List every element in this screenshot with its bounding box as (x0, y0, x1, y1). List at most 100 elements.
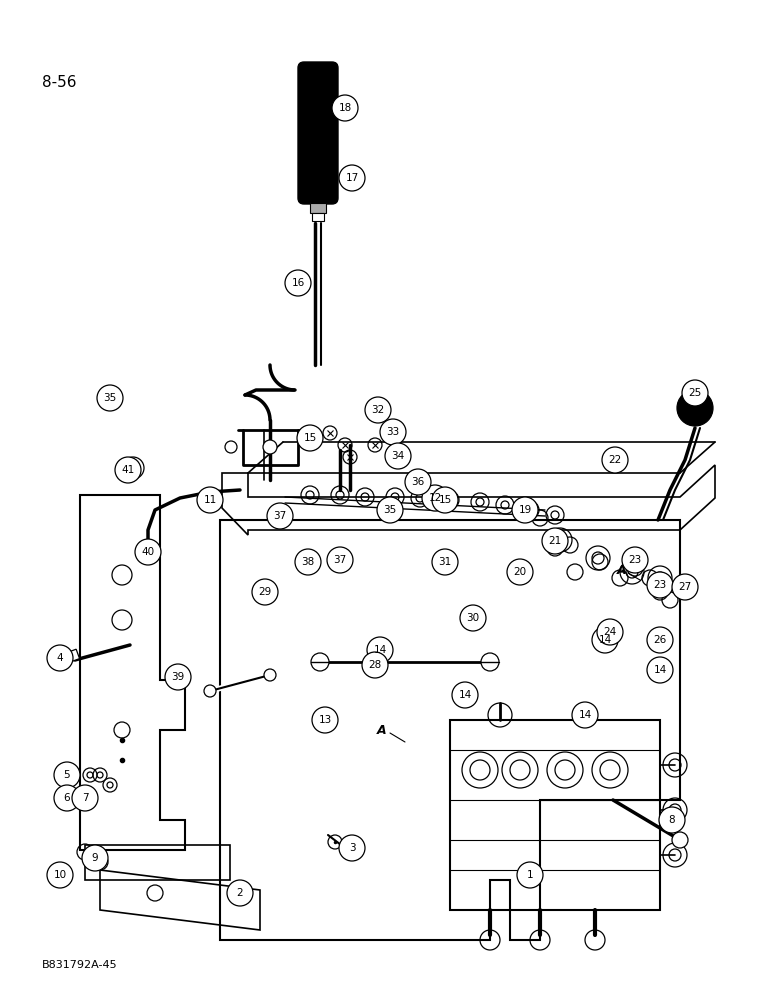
Circle shape (682, 380, 708, 406)
Text: 31: 31 (438, 557, 452, 567)
Text: 27: 27 (679, 582, 692, 592)
Circle shape (367, 637, 393, 663)
Text: 6: 6 (63, 793, 70, 803)
Circle shape (647, 572, 673, 598)
Text: 20: 20 (513, 567, 527, 577)
Circle shape (332, 95, 358, 121)
Text: 10: 10 (53, 870, 66, 880)
Text: 35: 35 (384, 505, 397, 515)
Circle shape (225, 441, 237, 453)
Text: 38: 38 (301, 557, 315, 567)
Text: 5: 5 (63, 770, 70, 780)
Bar (312, 213, 324, 221)
Circle shape (507, 559, 533, 585)
Circle shape (263, 440, 277, 454)
Text: 14: 14 (653, 665, 667, 675)
Text: 11: 11 (203, 495, 217, 505)
Circle shape (165, 664, 191, 690)
Circle shape (677, 390, 713, 426)
Circle shape (647, 627, 673, 653)
Text: 15: 15 (438, 495, 452, 505)
Text: 23: 23 (628, 555, 642, 565)
Circle shape (542, 528, 568, 554)
Text: 2: 2 (237, 888, 243, 898)
Circle shape (82, 845, 108, 871)
Text: 14: 14 (459, 690, 472, 700)
Text: 37: 37 (334, 555, 347, 565)
Text: 35: 35 (103, 393, 117, 403)
Circle shape (227, 880, 253, 906)
Circle shape (512, 497, 538, 523)
Circle shape (597, 619, 623, 645)
Circle shape (72, 785, 98, 811)
Text: 37: 37 (273, 511, 286, 521)
Text: 8-56: 8-56 (42, 75, 76, 90)
Text: 36: 36 (411, 477, 425, 487)
Bar (450, 720, 660, 910)
Circle shape (405, 469, 431, 495)
Text: 34: 34 (391, 451, 405, 461)
Circle shape (267, 503, 293, 529)
Circle shape (297, 425, 323, 451)
Text: 24: 24 (604, 627, 617, 637)
Circle shape (622, 547, 648, 573)
Text: 23: 23 (653, 580, 667, 590)
Text: A: A (617, 564, 627, 576)
Circle shape (47, 645, 73, 671)
Circle shape (647, 657, 673, 683)
Text: 16: 16 (291, 278, 305, 288)
Bar (310, 203, 326, 213)
Text: 29: 29 (259, 587, 272, 597)
Circle shape (385, 443, 411, 469)
Text: 33: 33 (386, 427, 400, 437)
Text: 25: 25 (689, 388, 702, 398)
Text: 26: 26 (653, 635, 667, 645)
Circle shape (295, 549, 321, 575)
Text: 30: 30 (466, 613, 479, 623)
Circle shape (432, 487, 458, 513)
Circle shape (422, 485, 448, 511)
Text: 3: 3 (349, 843, 355, 853)
Text: 21: 21 (548, 536, 561, 546)
Text: 8: 8 (669, 815, 676, 825)
Text: 15: 15 (303, 433, 317, 443)
Circle shape (602, 447, 628, 473)
Text: 18: 18 (338, 103, 351, 113)
Text: 1: 1 (527, 870, 533, 880)
Circle shape (452, 682, 478, 708)
Bar (63, 649, 80, 663)
Circle shape (365, 397, 391, 423)
Circle shape (659, 807, 685, 833)
Circle shape (115, 457, 141, 483)
FancyBboxPatch shape (298, 62, 338, 204)
Circle shape (339, 165, 365, 191)
Circle shape (47, 862, 73, 888)
Text: 14: 14 (578, 710, 591, 720)
Circle shape (97, 385, 123, 411)
Text: 22: 22 (608, 455, 621, 465)
Text: 4: 4 (56, 653, 63, 663)
Circle shape (592, 627, 618, 653)
Circle shape (380, 419, 406, 445)
Circle shape (339, 835, 365, 861)
Circle shape (197, 487, 223, 513)
Text: A: A (378, 724, 387, 736)
Text: 28: 28 (368, 660, 381, 670)
Circle shape (460, 605, 486, 631)
Text: 17: 17 (345, 173, 359, 183)
Circle shape (672, 574, 698, 600)
Circle shape (377, 497, 403, 523)
Text: 9: 9 (92, 853, 98, 863)
Circle shape (264, 669, 276, 681)
Circle shape (362, 652, 388, 678)
Circle shape (572, 702, 598, 728)
Text: 7: 7 (82, 793, 88, 803)
Circle shape (517, 862, 543, 888)
Text: 39: 39 (171, 672, 185, 682)
Circle shape (311, 653, 329, 671)
Text: 12: 12 (428, 493, 442, 503)
Circle shape (54, 785, 80, 811)
Text: 40: 40 (141, 547, 154, 557)
Text: 32: 32 (371, 405, 384, 415)
Circle shape (327, 547, 353, 573)
